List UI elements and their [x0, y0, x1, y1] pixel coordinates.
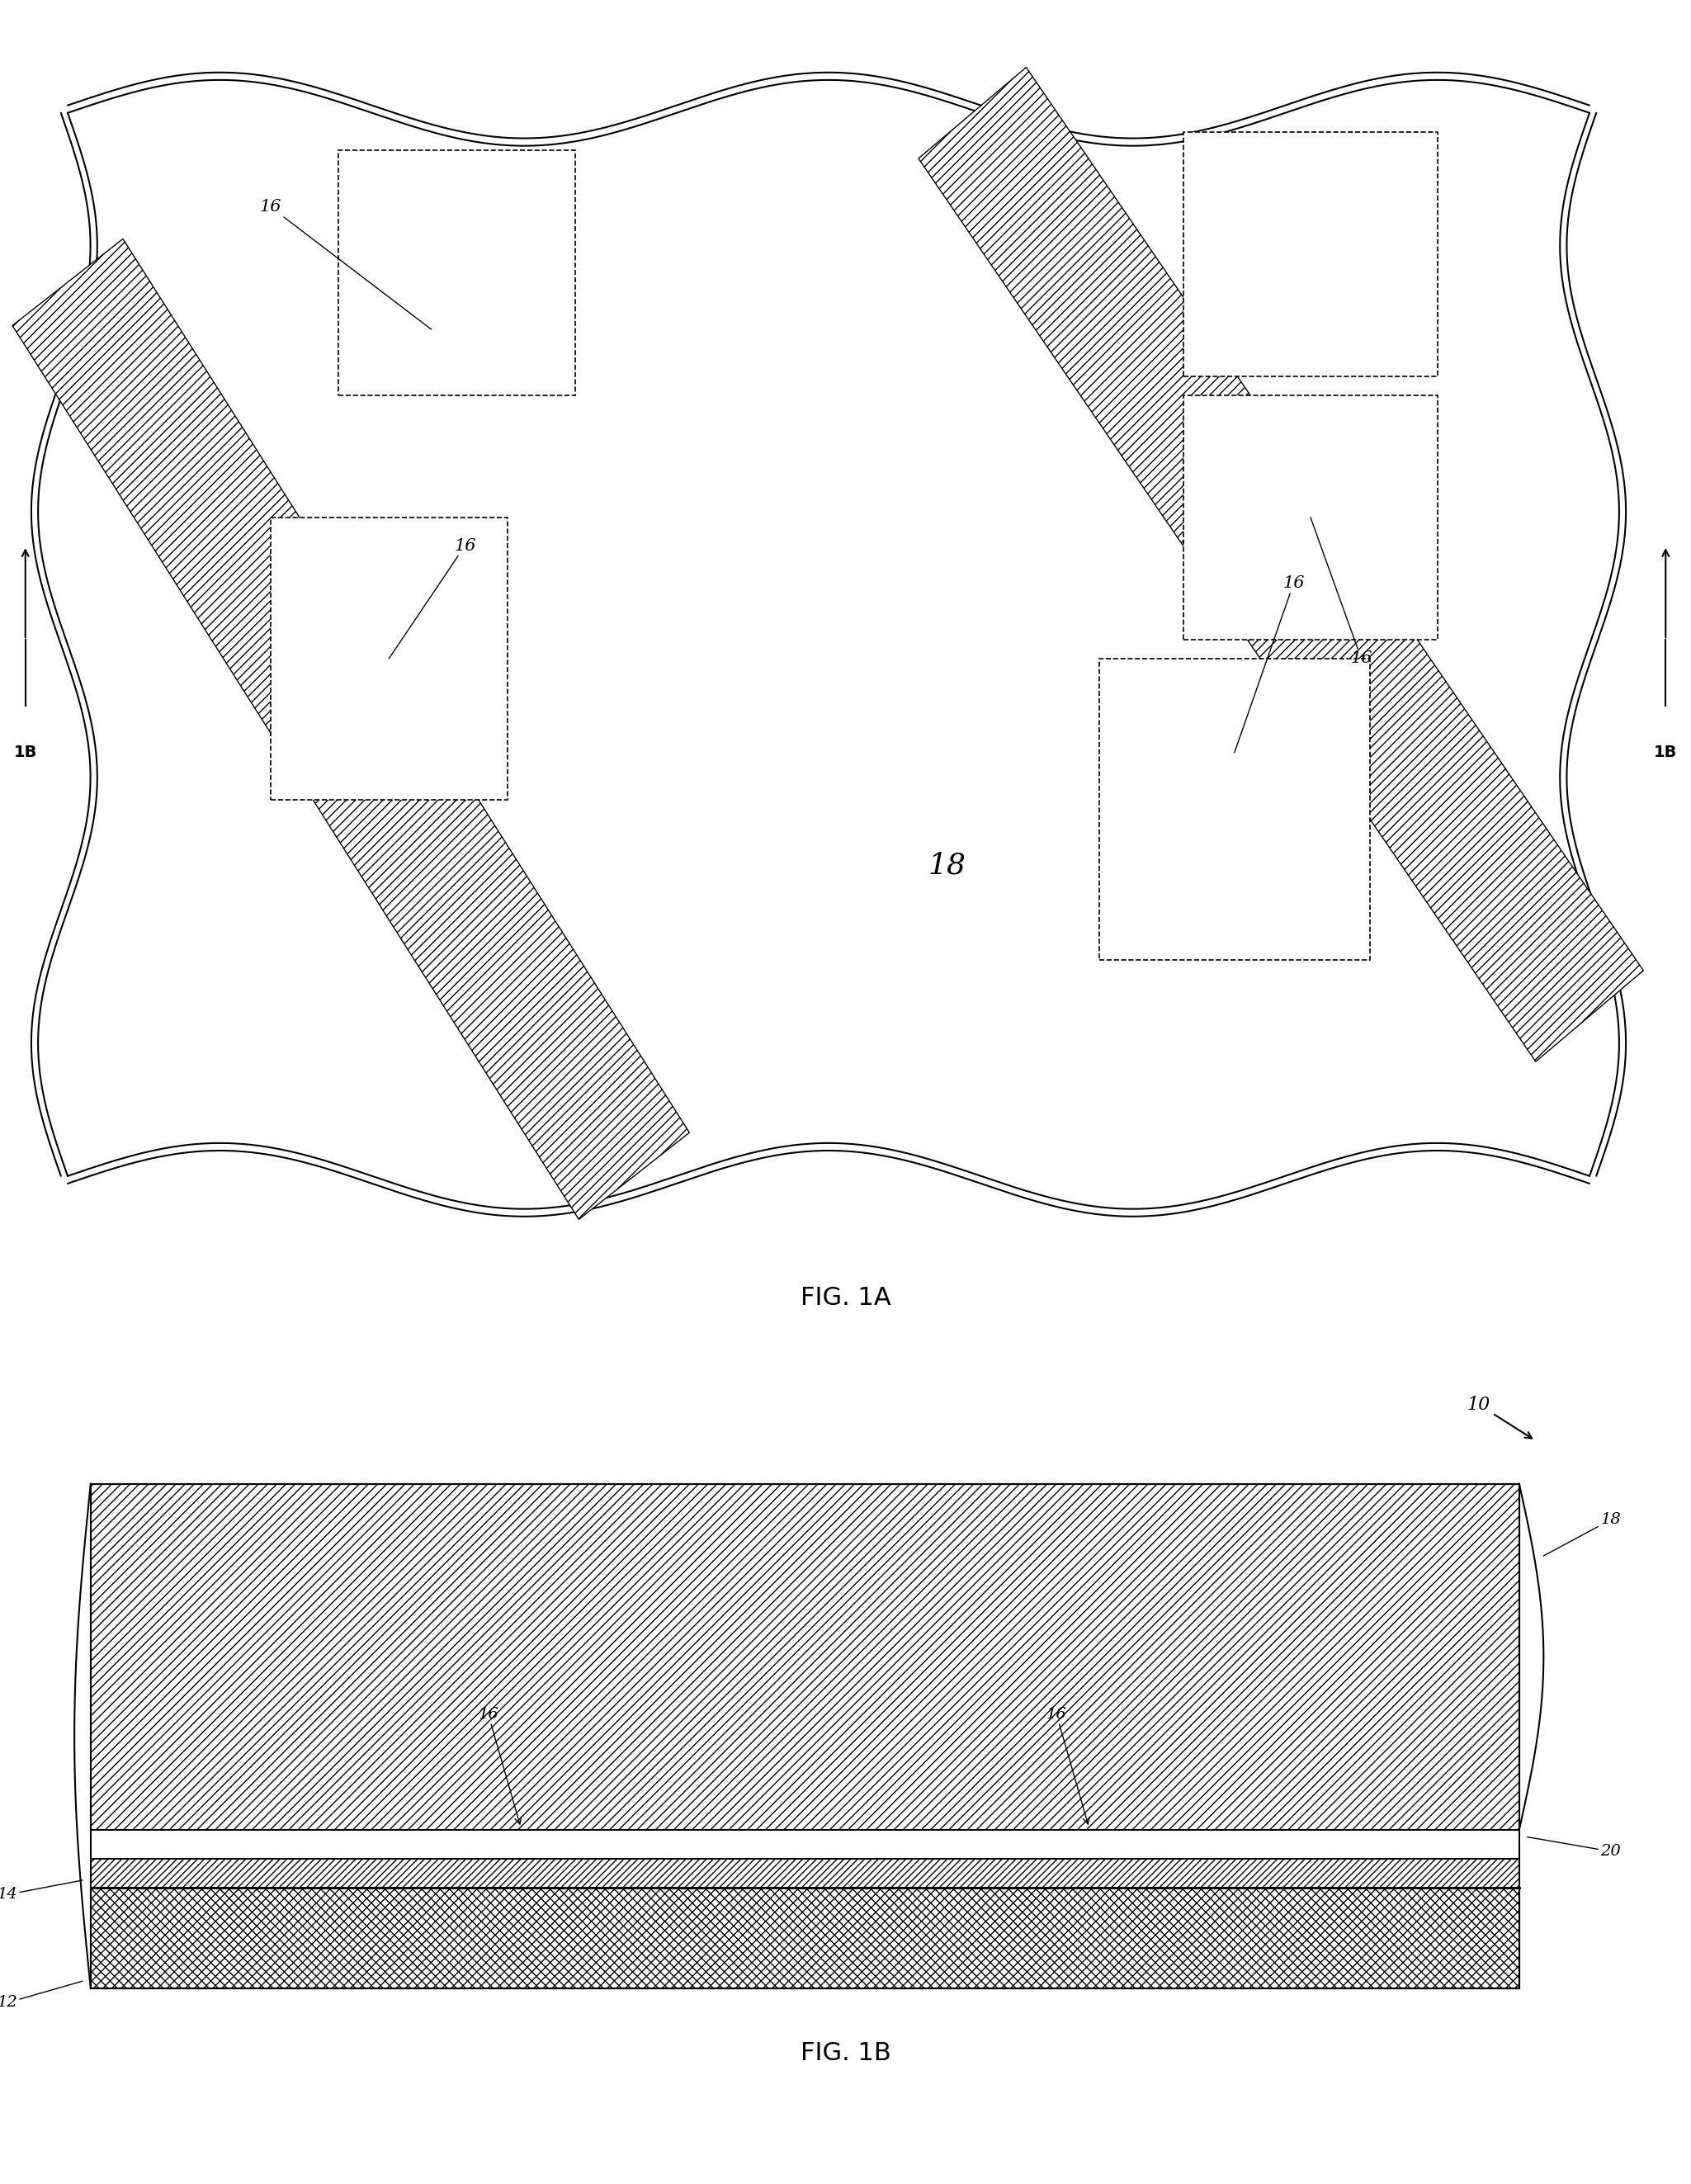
Bar	[91, 1830, 1519, 1859]
Text: 16: 16	[389, 537, 475, 660]
Text: 20: 20	[1527, 1837, 1620, 1859]
Bar	[91, 1859, 1519, 1887]
Text: 14: 14	[0, 1880, 83, 1902]
Bar	[1184, 395, 1437, 640]
Text: 18: 18	[1544, 1511, 1620, 1555]
Polygon shape	[918, 68, 1644, 1061]
Text: 18: 18	[928, 852, 966, 880]
Text: 16: 16	[260, 199, 431, 330]
Text: 16: 16	[479, 1708, 521, 1824]
Text: 16: 16	[1234, 574, 1304, 753]
Bar	[91, 1887, 1519, 1987]
Bar	[338, 151, 575, 395]
Text: 1B: 1B	[1654, 745, 1677, 760]
Text: 12: 12	[0, 1981, 83, 2009]
Text: FIG. 1A: FIG. 1A	[800, 1286, 891, 1310]
Bar	[91, 1887, 1519, 1987]
Polygon shape	[12, 238, 690, 1219]
Text: 16: 16	[1047, 1708, 1089, 1824]
Bar	[91, 1483, 1519, 1830]
Text: 10: 10	[1468, 1396, 1532, 1439]
Bar	[1184, 131, 1437, 376]
Text: 1B: 1B	[14, 745, 37, 760]
Bar	[271, 518, 507, 799]
Text: 16: 16	[1311, 518, 1371, 666]
Bar	[1099, 660, 1370, 959]
Text: FIG. 1B: FIG. 1B	[800, 2042, 891, 2066]
